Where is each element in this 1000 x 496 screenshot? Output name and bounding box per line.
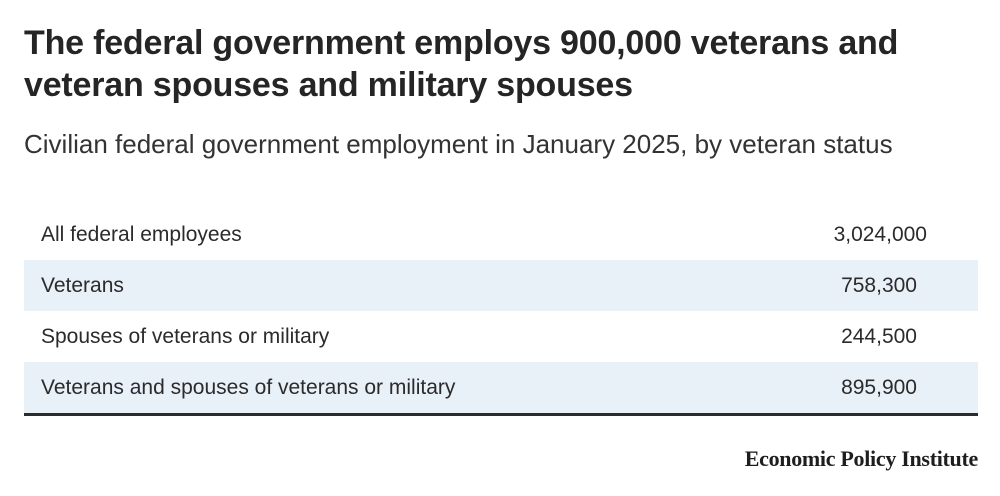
row-value: 244,500: [841, 325, 917, 348]
row-value: 758,300: [841, 274, 917, 297]
row-label: Spouses of veterans or military: [41, 325, 330, 348]
table-bottom-rule: [24, 413, 978, 416]
row-value: 895,900: [841, 376, 917, 399]
chart-figure: The federal government employs 900,000 v…: [24, 0, 978, 496]
row-label: Veterans and spouses of veterans or mili…: [41, 376, 456, 399]
data-table: All federal employees 3,024,000 Veterans…: [24, 209, 978, 414]
table-row: Veterans and spouses of veterans or mili…: [24, 362, 978, 413]
source-credit: Economic Policy Institute: [744, 446, 979, 471]
row-label: All federal employees: [41, 223, 242, 246]
chart-title: The federal government employs 900,000 v…: [24, 24, 899, 104]
table-row: Spouses of veterans or military 244,500: [24, 311, 978, 362]
table-row: All federal employees 3,024,000: [24, 209, 978, 260]
row-value: 3,024,000: [833, 223, 927, 246]
table-row: Veterans 758,300: [24, 260, 978, 311]
chart-subtitle: Civilian federal government employment i…: [24, 129, 893, 159]
row-label: Veterans: [41, 274, 124, 297]
